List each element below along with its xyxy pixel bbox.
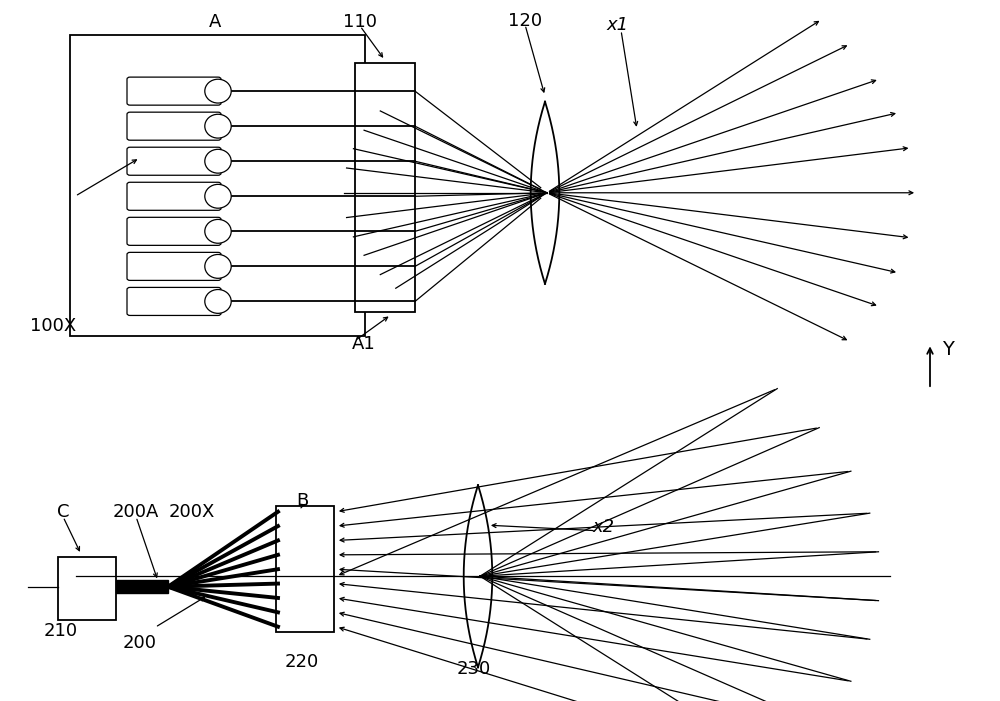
Text: 200: 200 (123, 634, 157, 653)
Ellipse shape (205, 79, 231, 103)
Text: A: A (209, 13, 221, 32)
FancyBboxPatch shape (127, 287, 221, 315)
Bar (58, 557, 116, 620)
Ellipse shape (205, 290, 231, 313)
Text: 200X: 200X (169, 503, 215, 521)
Text: 230: 230 (457, 660, 491, 679)
Text: 200A: 200A (113, 503, 159, 521)
Text: 210: 210 (44, 622, 78, 641)
Ellipse shape (205, 149, 231, 173)
Text: 110: 110 (343, 13, 377, 32)
FancyBboxPatch shape (127, 252, 221, 280)
Ellipse shape (205, 254, 231, 278)
Text: B: B (296, 492, 308, 510)
Text: 100X: 100X (30, 317, 76, 335)
Text: Y: Y (942, 340, 954, 359)
FancyBboxPatch shape (127, 182, 221, 210)
Bar (276, 506, 334, 632)
Text: C: C (57, 503, 69, 521)
FancyBboxPatch shape (127, 217, 221, 245)
FancyBboxPatch shape (127, 112, 221, 140)
FancyBboxPatch shape (127, 147, 221, 175)
Ellipse shape (205, 219, 231, 243)
Bar (355, 63, 415, 312)
Ellipse shape (205, 114, 231, 138)
Text: 220: 220 (285, 653, 319, 672)
Text: x2: x2 (593, 518, 615, 536)
Bar (70, 35, 365, 336)
Text: x1: x1 (607, 15, 629, 34)
FancyBboxPatch shape (127, 77, 221, 105)
Bar (116, 580, 168, 593)
Text: 120: 120 (508, 12, 542, 30)
Text: A1: A1 (352, 335, 376, 353)
Ellipse shape (205, 184, 231, 208)
